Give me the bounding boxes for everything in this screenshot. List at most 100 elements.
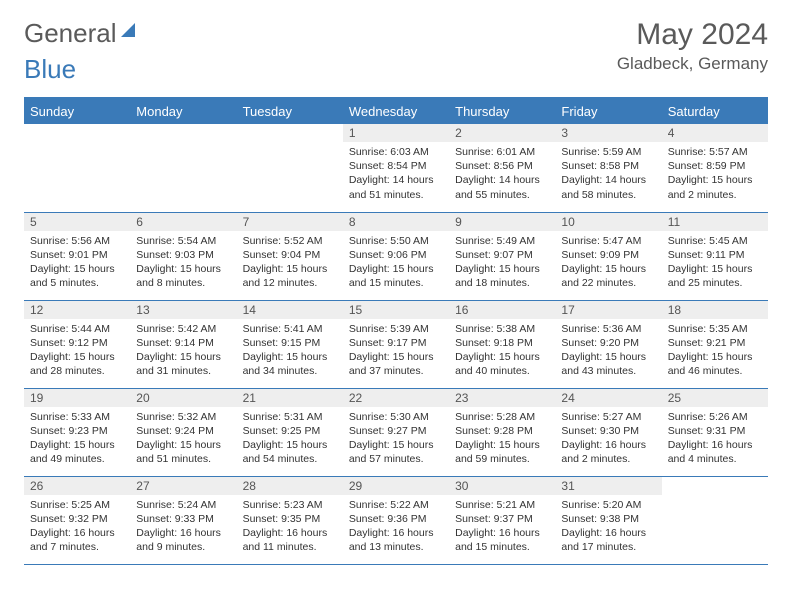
- weekday-header: Friday: [555, 98, 661, 124]
- sunset-text: Sunset: 9:11 PM: [668, 248, 762, 262]
- day-number: 30: [449, 477, 555, 495]
- day-number: 4: [662, 124, 768, 142]
- daylight-text: Daylight: 15 hours and 2 minutes.: [668, 173, 762, 201]
- daylight-text: Daylight: 15 hours and 31 minutes.: [136, 350, 230, 378]
- sunrise-text: Sunrise: 5:39 AM: [349, 322, 443, 336]
- sunset-text: Sunset: 9:06 PM: [349, 248, 443, 262]
- weekday-header: Thursday: [449, 98, 555, 124]
- logo: General: [24, 18, 137, 49]
- sunrise-text: Sunrise: 5:41 AM: [243, 322, 337, 336]
- sunrise-text: Sunrise: 5:25 AM: [30, 498, 124, 512]
- calendar-cell: 29Sunrise: 5:22 AMSunset: 9:36 PMDayligh…: [343, 476, 449, 564]
- sunrise-text: Sunrise: 5:33 AM: [30, 410, 124, 424]
- day-details: Sunrise: 5:28 AMSunset: 9:28 PMDaylight:…: [449, 407, 555, 471]
- calendar-cell: 4Sunrise: 5:57 AMSunset: 8:59 PMDaylight…: [662, 124, 768, 212]
- daylight-text: Daylight: 15 hours and 51 minutes.: [136, 438, 230, 466]
- day-number: 20: [130, 389, 236, 407]
- daylight-text: Daylight: 16 hours and 15 minutes.: [455, 526, 549, 554]
- day-number: 14: [237, 301, 343, 319]
- calendar-cell: 9Sunrise: 5:49 AMSunset: 9:07 PMDaylight…: [449, 212, 555, 300]
- daylight-text: Daylight: 15 hours and 46 minutes.: [668, 350, 762, 378]
- day-details: Sunrise: 5:44 AMSunset: 9:12 PMDaylight:…: [24, 319, 130, 383]
- day-details: Sunrise: 5:36 AMSunset: 9:20 PMDaylight:…: [555, 319, 661, 383]
- location-label: Gladbeck, Germany: [617, 54, 768, 74]
- calendar-row: 12Sunrise: 5:44 AMSunset: 9:12 PMDayligh…: [24, 300, 768, 388]
- calendar-row: 1Sunrise: 6:03 AMSunset: 8:54 PMDaylight…: [24, 124, 768, 212]
- day-number: 26: [24, 477, 130, 495]
- sunrise-text: Sunrise: 5:23 AM: [243, 498, 337, 512]
- day-number: 31: [555, 477, 661, 495]
- sunrise-text: Sunrise: 5:38 AM: [455, 322, 549, 336]
- calendar-cell: 24Sunrise: 5:27 AMSunset: 9:30 PMDayligh…: [555, 388, 661, 476]
- day-details: Sunrise: 5:32 AMSunset: 9:24 PMDaylight:…: [130, 407, 236, 471]
- sunrise-text: Sunrise: 5:42 AM: [136, 322, 230, 336]
- day-number: 13: [130, 301, 236, 319]
- daylight-text: Daylight: 15 hours and 40 minutes.: [455, 350, 549, 378]
- day-number: 6: [130, 213, 236, 231]
- calendar-cell: 2Sunrise: 6:01 AMSunset: 8:56 PMDaylight…: [449, 124, 555, 212]
- day-number: 29: [343, 477, 449, 495]
- sunrise-text: Sunrise: 5:50 AM: [349, 234, 443, 248]
- weekday-header: Sunday: [24, 98, 130, 124]
- day-number: 23: [449, 389, 555, 407]
- day-details: Sunrise: 5:49 AMSunset: 9:07 PMDaylight:…: [449, 231, 555, 295]
- calendar-cell: 31Sunrise: 5:20 AMSunset: 9:38 PMDayligh…: [555, 476, 661, 564]
- day-details: Sunrise: 5:26 AMSunset: 9:31 PMDaylight:…: [662, 407, 768, 471]
- sunset-text: Sunset: 9:20 PM: [561, 336, 655, 350]
- sunrise-text: Sunrise: 5:21 AM: [455, 498, 549, 512]
- day-number: 7: [237, 213, 343, 231]
- calendar-cell: [237, 124, 343, 212]
- day-number: 24: [555, 389, 661, 407]
- calendar-cell: 15Sunrise: 5:39 AMSunset: 9:17 PMDayligh…: [343, 300, 449, 388]
- day-number: 17: [555, 301, 661, 319]
- calendar-cell: 19Sunrise: 5:33 AMSunset: 9:23 PMDayligh…: [24, 388, 130, 476]
- calendar-cell: 8Sunrise: 5:50 AMSunset: 9:06 PMDaylight…: [343, 212, 449, 300]
- sunrise-text: Sunrise: 5:49 AM: [455, 234, 549, 248]
- sunset-text: Sunset: 9:09 PM: [561, 248, 655, 262]
- sunset-text: Sunset: 9:17 PM: [349, 336, 443, 350]
- calendar-cell: 14Sunrise: 5:41 AMSunset: 9:15 PMDayligh…: [237, 300, 343, 388]
- calendar-cell: 20Sunrise: 5:32 AMSunset: 9:24 PMDayligh…: [130, 388, 236, 476]
- sunrise-text: Sunrise: 5:36 AM: [561, 322, 655, 336]
- sunset-text: Sunset: 9:27 PM: [349, 424, 443, 438]
- daylight-text: Daylight: 15 hours and 18 minutes.: [455, 262, 549, 290]
- sunset-text: Sunset: 9:23 PM: [30, 424, 124, 438]
- sunset-text: Sunset: 9:33 PM: [136, 512, 230, 526]
- sunset-text: Sunset: 9:36 PM: [349, 512, 443, 526]
- day-details: Sunrise: 5:27 AMSunset: 9:30 PMDaylight:…: [555, 407, 661, 471]
- daylight-text: Daylight: 15 hours and 54 minutes.: [243, 438, 337, 466]
- weekday-header: Wednesday: [343, 98, 449, 124]
- daylight-text: Daylight: 14 hours and 51 minutes.: [349, 173, 443, 201]
- day-number: 1: [343, 124, 449, 142]
- calendar-cell: 30Sunrise: 5:21 AMSunset: 9:37 PMDayligh…: [449, 476, 555, 564]
- daylight-text: Daylight: 15 hours and 37 minutes.: [349, 350, 443, 378]
- day-details: Sunrise: 6:03 AMSunset: 8:54 PMDaylight:…: [343, 142, 449, 206]
- day-number: 16: [449, 301, 555, 319]
- logo-text-1: General: [24, 18, 117, 49]
- day-details: Sunrise: 6:01 AMSunset: 8:56 PMDaylight:…: [449, 142, 555, 206]
- sunset-text: Sunset: 9:25 PM: [243, 424, 337, 438]
- day-number: 2: [449, 124, 555, 142]
- sunset-text: Sunset: 9:01 PM: [30, 248, 124, 262]
- day-number: 5: [24, 213, 130, 231]
- daylight-text: Daylight: 16 hours and 11 minutes.: [243, 526, 337, 554]
- sunset-text: Sunset: 9:15 PM: [243, 336, 337, 350]
- sunset-text: Sunset: 9:24 PM: [136, 424, 230, 438]
- day-details: Sunrise: 5:30 AMSunset: 9:27 PMDaylight:…: [343, 407, 449, 471]
- calendar-cell: 17Sunrise: 5:36 AMSunset: 9:20 PMDayligh…: [555, 300, 661, 388]
- sunset-text: Sunset: 9:28 PM: [455, 424, 549, 438]
- calendar-cell: 21Sunrise: 5:31 AMSunset: 9:25 PMDayligh…: [237, 388, 343, 476]
- day-details: Sunrise: 5:38 AMSunset: 9:18 PMDaylight:…: [449, 319, 555, 383]
- logo-text-2: Blue: [24, 54, 76, 85]
- daylight-text: Daylight: 16 hours and 9 minutes.: [136, 526, 230, 554]
- day-details: Sunrise: 5:21 AMSunset: 9:37 PMDaylight:…: [449, 495, 555, 559]
- calendar-cell: 26Sunrise: 5:25 AMSunset: 9:32 PMDayligh…: [24, 476, 130, 564]
- day-details: Sunrise: 5:52 AMSunset: 9:04 PMDaylight:…: [237, 231, 343, 295]
- day-details: Sunrise: 5:56 AMSunset: 9:01 PMDaylight:…: [24, 231, 130, 295]
- daylight-text: Daylight: 14 hours and 58 minutes.: [561, 173, 655, 201]
- calendar-cell: 10Sunrise: 5:47 AMSunset: 9:09 PMDayligh…: [555, 212, 661, 300]
- daylight-text: Daylight: 16 hours and 13 minutes.: [349, 526, 443, 554]
- day-number: 22: [343, 389, 449, 407]
- daylight-text: Daylight: 16 hours and 17 minutes.: [561, 526, 655, 554]
- sunrise-text: Sunrise: 5:54 AM: [136, 234, 230, 248]
